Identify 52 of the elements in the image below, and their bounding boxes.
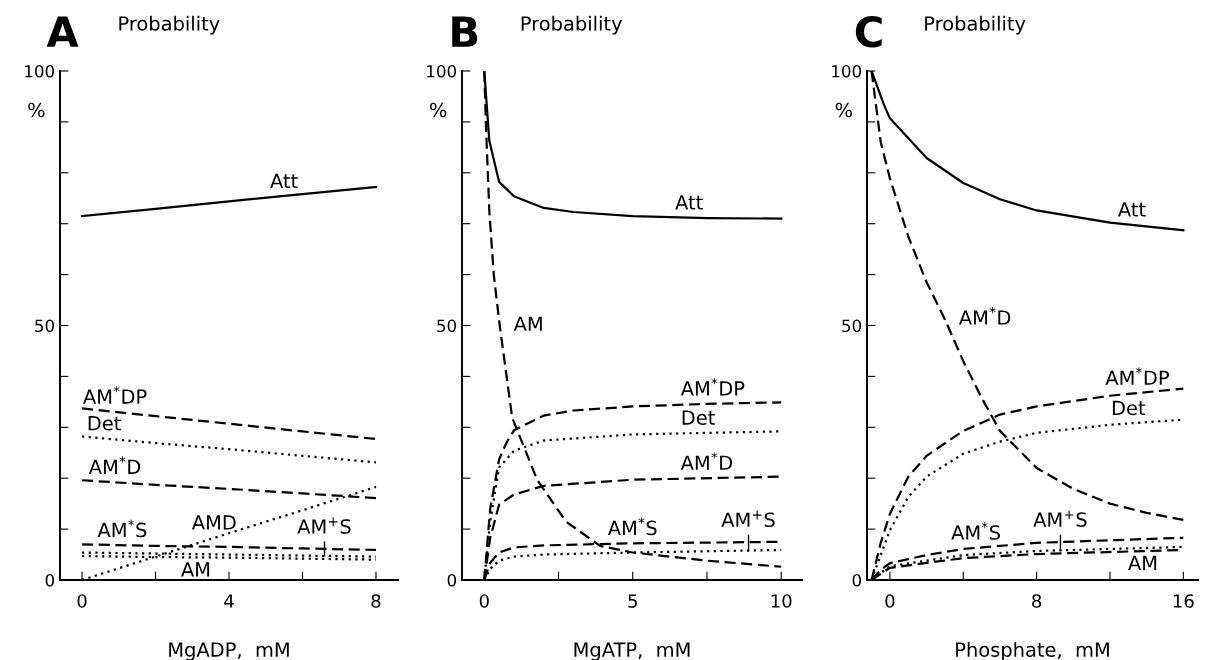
annotation: Det xyxy=(88,416,121,431)
annotation: Det xyxy=(1112,400,1146,416)
y-tick-label: 50 xyxy=(437,319,457,333)
annotation: AM$^{+}$S xyxy=(721,510,775,528)
annotation: Att xyxy=(270,173,298,188)
annotation: AM xyxy=(513,316,542,331)
y-tick-label: 100 xyxy=(427,64,457,78)
annotation: AM$^{*}$D xyxy=(680,452,733,470)
y-tick-label: 0 xyxy=(447,573,457,587)
x-tick-label: 0 xyxy=(885,594,895,608)
x-tick-label: 0 xyxy=(77,594,87,608)
annotation: AM xyxy=(1128,555,1157,570)
y-tick-label: 0 xyxy=(45,573,55,587)
x-tick-label: 10 xyxy=(771,594,792,608)
x-tick-label: 8 xyxy=(371,594,381,608)
y-tick-label: 50 xyxy=(842,319,862,333)
chart-subtitle: Probability xyxy=(521,15,622,35)
annotation: AM$^{*}$D xyxy=(88,456,141,474)
annotation: AM$^{+}$S xyxy=(297,517,351,534)
annotation: AM xyxy=(181,562,210,577)
annotation: Det xyxy=(682,410,715,425)
annotation: AMD xyxy=(191,515,236,530)
y-tick-label: 100 xyxy=(832,64,862,78)
annotation: AM$^{*}$S xyxy=(97,519,147,538)
y-axis-title: % xyxy=(835,102,852,118)
x-axis-title: MgATP, mM xyxy=(574,642,690,660)
x-axis-title: Phosphate, mM xyxy=(956,641,1109,660)
annotation: AM$^{*}$DP xyxy=(1105,367,1169,385)
x-tick-label: 4 xyxy=(224,594,234,608)
chart-title: C xyxy=(855,15,882,48)
x-tick-label: 8 xyxy=(1032,594,1042,608)
annotation: AM$^{*}$DP xyxy=(680,377,745,396)
x-tick-label: 5 xyxy=(628,594,637,608)
annotation: AM$^{*}$S xyxy=(951,522,1000,540)
y-tick-label: 50 xyxy=(35,319,55,333)
annotation: AM$^{+}$S xyxy=(1033,510,1087,527)
x-tick-label: 0 xyxy=(479,594,489,608)
chart-subtitle: Probability xyxy=(119,15,220,35)
x-axis-title: MgADP, mM xyxy=(169,642,289,660)
chart-subtitle: Probability xyxy=(925,15,1026,35)
y-tick-label: 100 xyxy=(25,64,55,78)
y-axis-title: % xyxy=(430,102,447,118)
chart-title: A xyxy=(46,16,79,47)
annotation: AM$^{*}$DP xyxy=(83,386,147,404)
annotation: AM$^{*}$S xyxy=(607,517,657,536)
chart-title: B xyxy=(452,16,478,47)
y-axis-title: % xyxy=(28,102,45,118)
x-tick-label: 16 xyxy=(1173,594,1194,608)
annotation: Att xyxy=(675,195,703,210)
annotation: Att xyxy=(1118,202,1146,217)
annotation: AM$^{*}$D xyxy=(958,307,1011,325)
y-tick-label: 0 xyxy=(852,573,862,587)
